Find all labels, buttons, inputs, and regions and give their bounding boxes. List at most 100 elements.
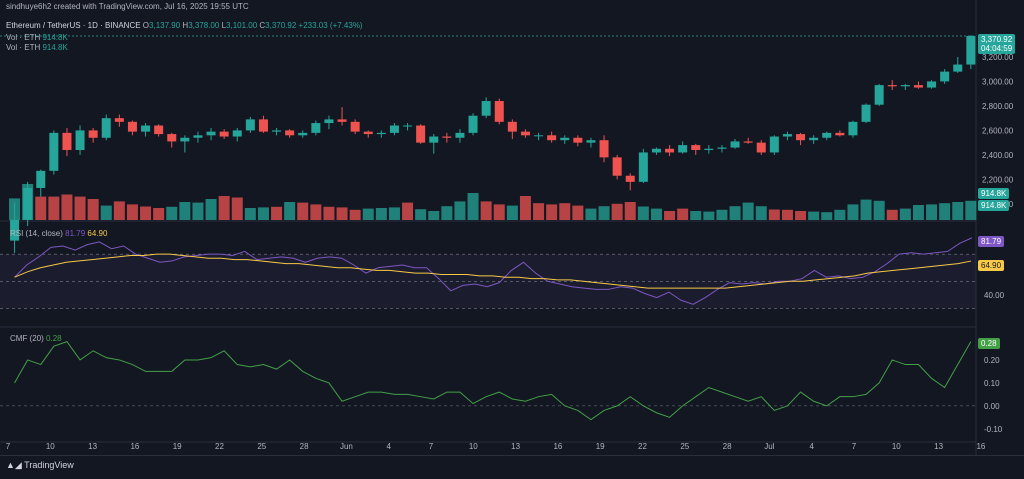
volume-legend-1[interactable]: Vol · ETH 914.8K: [6, 33, 68, 42]
volume-bar: [415, 209, 427, 220]
price-tag-value: 3,370.92: [981, 35, 1013, 44]
volume-bar: [572, 205, 584, 220]
tv-logo-text: TradingView: [24, 460, 74, 470]
candle-body: [651, 148, 661, 153]
creator-note: sindhuye6h2 created with TradingView.com…: [6, 2, 249, 11]
volume-bar: [336, 207, 348, 220]
volume-bar: [598, 206, 610, 220]
candle-body: [586, 140, 596, 143]
time-tick-label: 4: [809, 442, 814, 451]
grid-layer: [0, 0, 977, 455]
low-label: L: [221, 21, 227, 30]
candle-body: [704, 148, 714, 150]
candle-body: [612, 157, 622, 176]
volume-bar: [808, 211, 820, 220]
volume-bar: [952, 202, 964, 220]
candle-body: [861, 104, 871, 122]
candle-body: [88, 130, 98, 138]
cmf-line: [14, 340, 972, 421]
candle-body: [835, 132, 845, 136]
cmf-legend[interactable]: CMF (20) 0.28: [10, 334, 62, 343]
volume-bar: [624, 202, 636, 220]
volume-bar: [519, 196, 531, 220]
candle-body: [75, 130, 85, 150]
time-tick-label: 16: [553, 442, 562, 451]
volume-bar: [860, 199, 872, 220]
candle-body: [272, 130, 282, 132]
volume-bar: [284, 202, 296, 220]
candle-body: [416, 125, 426, 143]
high-label: H: [182, 21, 189, 30]
candle-body: [36, 170, 46, 188]
volume-bar: [585, 208, 597, 220]
volume-bar: [113, 201, 125, 220]
volume-bar: [939, 203, 951, 220]
rsi-line: [14, 237, 973, 305]
candle-body: [363, 131, 373, 135]
candle-body: [743, 141, 753, 143]
candle-body: [520, 131, 530, 136]
candle-body: [900, 85, 910, 87]
candle-body: [547, 135, 557, 141]
volume-bar: [795, 211, 807, 220]
volume-bar: [533, 203, 545, 220]
time-tick-label: 13: [88, 442, 97, 451]
volume-legend-2[interactable]: Vol · ETH 914.8K: [6, 43, 68, 52]
candle-body: [285, 130, 295, 136]
volume-tag-1: 914.8K: [978, 188, 1010, 199]
time-tick-label: 19: [173, 442, 182, 451]
price-tick-label: 2,400.00: [982, 151, 1014, 160]
volume-bar: [192, 202, 204, 220]
volume-bar: [388, 207, 400, 220]
time-tick-label: 28: [300, 442, 309, 451]
volume-bar: [926, 204, 938, 220]
volume-bar: [244, 208, 256, 220]
volume-bar: [402, 202, 414, 220]
volume-bar: [834, 209, 846, 220]
time-tick-label: 10: [469, 442, 478, 451]
cmf-tick-label: 0.00: [984, 402, 1000, 411]
time-tick-label: Jul: [764, 442, 774, 451]
volume-bar: [205, 199, 217, 220]
volume-bar: [48, 196, 60, 220]
volume-bar: [664, 211, 676, 220]
volume-bar: [179, 202, 191, 220]
candle-body: [507, 121, 517, 132]
volume-bar: [559, 203, 571, 220]
volume-bar: [637, 206, 649, 220]
volume-bar: [297, 202, 309, 220]
candle-body: [62, 132, 72, 150]
candle-body: [560, 137, 570, 141]
time-tick-label: 25: [680, 442, 689, 451]
volume-bar: [100, 205, 112, 220]
volume-bar: [677, 208, 689, 220]
candle-body: [796, 134, 806, 141]
low-value: 3,101.00: [226, 21, 258, 30]
candle-body: [141, 125, 151, 132]
volume-bar: [506, 205, 518, 220]
candle-body: [717, 147, 727, 149]
candle-body: [625, 175, 635, 182]
candle-body: [638, 152, 648, 182]
candle-body: [809, 137, 819, 141]
rsi-ma-tag: 64.90: [978, 260, 1005, 271]
candle-body: [245, 119, 255, 131]
volume-bar: [35, 196, 47, 220]
rsi-pane: [0, 237, 976, 309]
volume-bar: [886, 209, 898, 220]
close-label: C: [259, 21, 266, 30]
symbol-title[interactable]: Ethereum / TetherUS · 1D · BINANCE: [6, 21, 141, 30]
volume-value-1: 914.8K: [42, 33, 68, 42]
volume-bar: [611, 203, 623, 220]
ohlc-legend: Ethereum / TetherUS · 1D · BINANCE O3,13…: [6, 21, 363, 30]
volume-bar: [781, 209, 793, 220]
candle-body: [691, 145, 701, 150]
rsi-tick-label: 40.00: [984, 291, 1005, 300]
tradingview-logo[interactable]: ▲◢ TradingView: [6, 460, 74, 471]
volume-bar: [690, 211, 702, 220]
volume-bar: [126, 204, 138, 220]
rsi-legend[interactable]: RSI (14, close) 81.79 64.90: [10, 229, 107, 238]
candle-body: [940, 71, 950, 82]
